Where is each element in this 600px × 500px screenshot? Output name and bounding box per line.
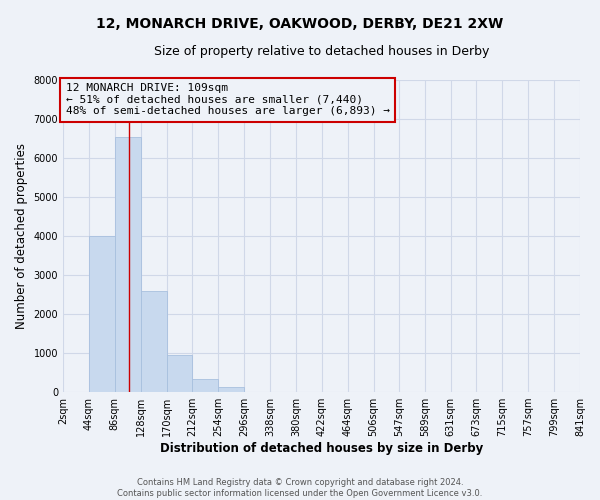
Text: Contains HM Land Registry data © Crown copyright and database right 2024.
Contai: Contains HM Land Registry data © Crown c… [118,478,482,498]
Bar [115,136,140,392]
Title: Size of property relative to detached houses in Derby: Size of property relative to detached ho… [154,45,489,58]
Bar [167,354,193,392]
Bar [89,236,115,392]
X-axis label: Distribution of detached houses by size in Derby: Distribution of detached houses by size … [160,442,483,455]
Bar [218,388,244,392]
Bar [140,290,167,392]
Y-axis label: Number of detached properties: Number of detached properties [15,143,28,329]
Text: 12 MONARCH DRIVE: 109sqm
← 51% of detached houses are smaller (7,440)
48% of sem: 12 MONARCH DRIVE: 109sqm ← 51% of detach… [65,83,389,116]
Bar [193,379,218,392]
Text: 12, MONARCH DRIVE, OAKWOOD, DERBY, DE21 2XW: 12, MONARCH DRIVE, OAKWOOD, DERBY, DE21 … [97,18,503,32]
